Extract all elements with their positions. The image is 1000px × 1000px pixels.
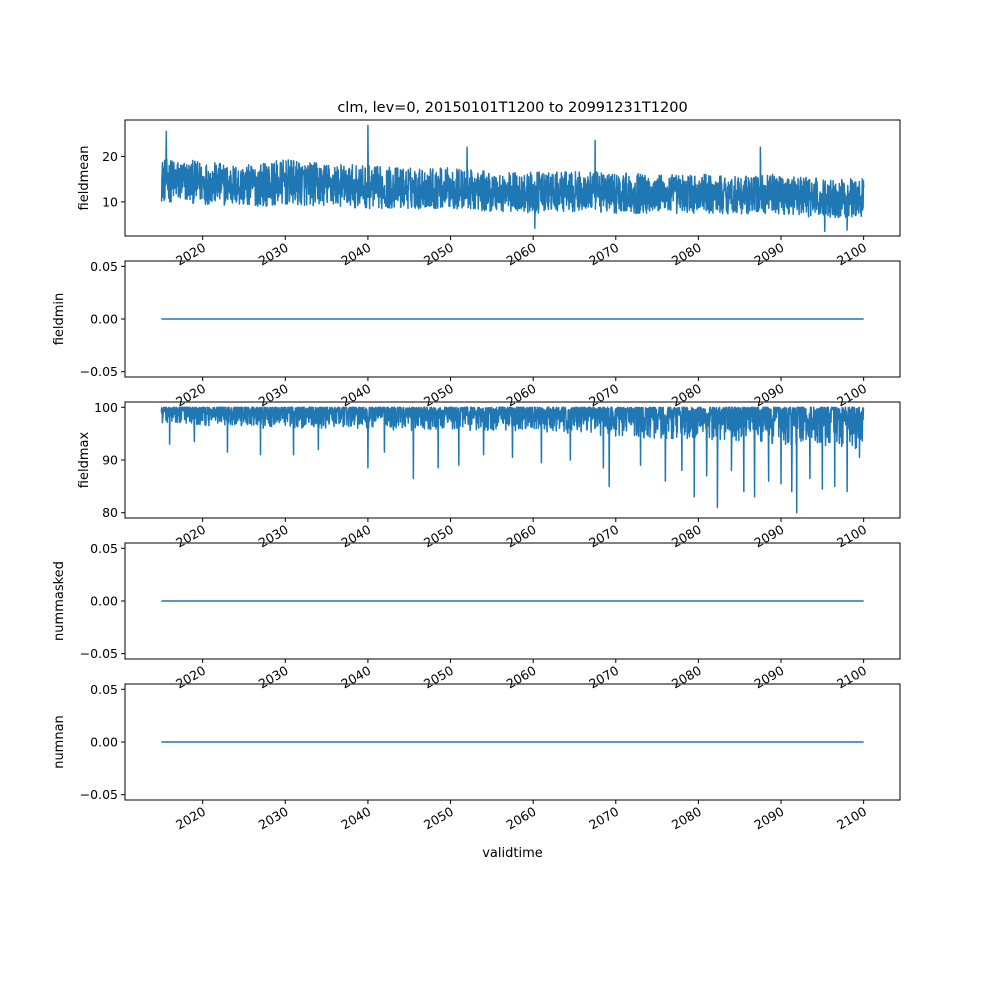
x-axis-label: validtime — [482, 846, 543, 861]
y-tick-label: 0.05 — [90, 259, 118, 274]
y-axis-label: fieldmean — [77, 146, 92, 211]
y-axis-label: numnan — [52, 715, 67, 769]
y-tick-label: 0.05 — [90, 541, 118, 556]
series-fieldmean — [160, 124, 865, 233]
y-tick-label: 90 — [102, 453, 118, 468]
y-tick-label: 0.00 — [90, 312, 118, 327]
y-axis-label: fieldmin — [52, 293, 67, 346]
axes-frame — [124, 119, 901, 237]
y-tick-label: −0.05 — [80, 787, 118, 802]
y-tick-label: 0.05 — [90, 682, 118, 697]
y-tick-label: 80 — [102, 505, 118, 520]
series-fieldmax — [160, 406, 865, 514]
figure-title: clm, lev=0, 20150101T1200 to 20991231T12… — [337, 100, 687, 116]
data-line-fieldmean — [160, 124, 865, 233]
y-axis-label: nummasked — [52, 561, 67, 641]
y-tick-label: 20 — [102, 149, 118, 164]
y-tick-label: −0.05 — [80, 646, 118, 661]
y-tick-label: 100 — [94, 400, 118, 415]
y-axis-label: fieldmax — [77, 432, 92, 489]
data-line-fieldmax — [160, 406, 865, 514]
y-tick-label: 10 — [102, 194, 118, 209]
y-tick-label: −0.05 — [80, 364, 118, 379]
y-tick-label: 0.00 — [90, 594, 118, 609]
y-tick-label: 0.00 — [90, 735, 118, 750]
